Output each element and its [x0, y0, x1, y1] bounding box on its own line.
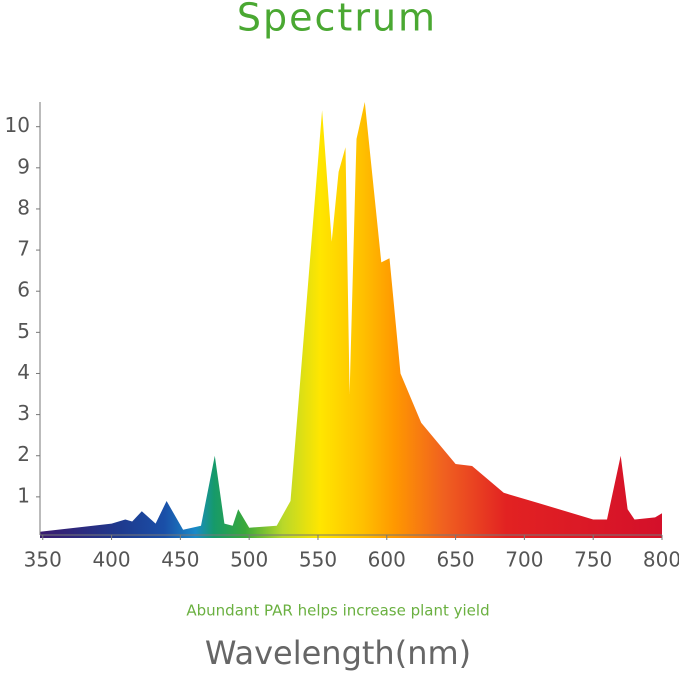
x-tick-label: 400 [92, 548, 130, 572]
x-tick-label: 750 [574, 548, 612, 572]
y-tick-label: 5 [17, 319, 30, 343]
x-tick-label: 650 [436, 548, 474, 572]
x-axis-label: Wavelength(nm) [205, 634, 471, 672]
y-tick-label: 2 [17, 442, 30, 466]
x-tick-label: 550 [299, 548, 337, 572]
y-tick-label: 1 [17, 483, 30, 507]
y-tick-label: 8 [17, 195, 30, 219]
y-tick-label: 7 [17, 237, 30, 261]
x-tick-label: 800 [643, 548, 679, 572]
spectrum-area [40, 102, 662, 538]
y-tick-label: 9 [17, 154, 30, 178]
chart-title: Spectrum [237, 0, 437, 40]
x-tick-label: 450 [161, 548, 199, 572]
x-tick-label: 700 [505, 548, 543, 572]
y-tick-label: 10 [5, 113, 30, 137]
x-tick-label: 600 [368, 548, 406, 572]
x-tick-label: 500 [230, 548, 268, 572]
x-tick-label: 350 [24, 548, 62, 572]
subtitle: Abundant PAR helps increase plant yield [186, 602, 489, 620]
y-tick-label: 3 [17, 401, 30, 425]
y-tick-label: 4 [17, 360, 30, 384]
y-tick-label: 6 [17, 278, 30, 302]
